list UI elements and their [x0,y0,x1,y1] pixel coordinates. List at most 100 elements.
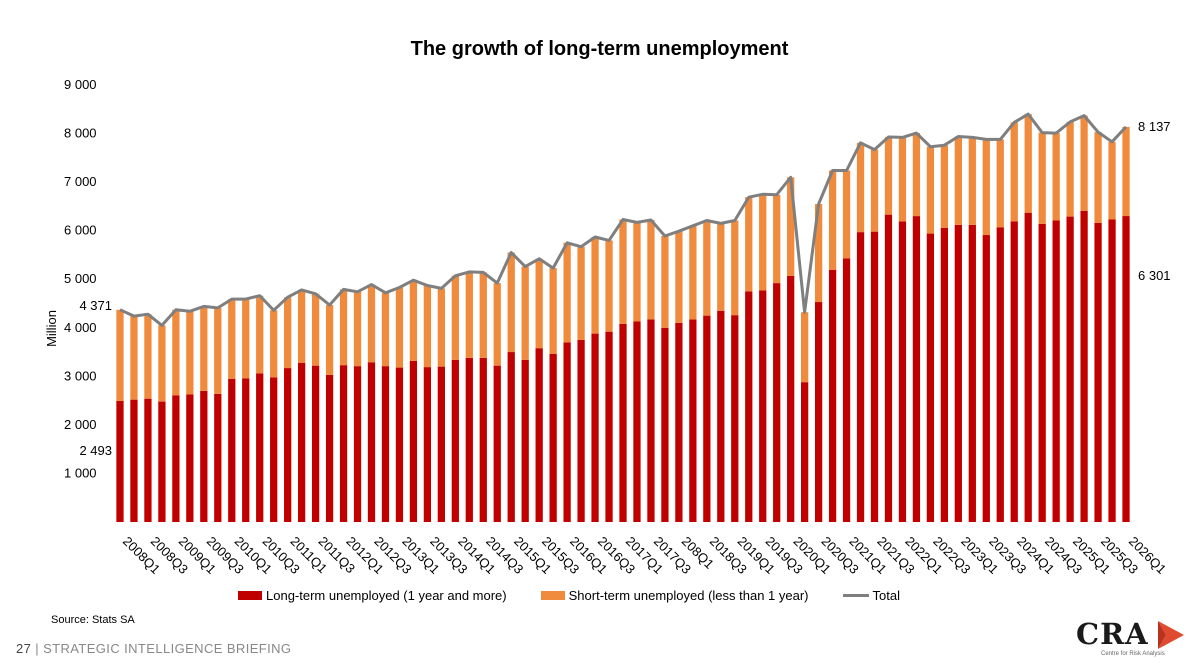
bar-long-term [409,360,418,522]
bar-long-term [465,357,473,522]
bar-long-term [144,398,152,522]
bar-short-term [395,287,404,368]
bar-short-term [787,177,795,276]
bar-short-term [144,314,152,399]
bar-short-term [200,306,208,391]
bar-long-term [325,374,334,522]
bar-long-term [507,352,515,522]
bar-long-term [814,302,823,522]
bar-long-term [773,283,781,522]
bar-short-term [130,316,138,400]
y-tick-label: 1 000 [64,465,97,480]
bar-short-term [325,304,334,375]
legend-item-total: Total [842,588,900,603]
bar-short-term [367,284,376,363]
bar-long-term [745,291,753,522]
bar-short-term [1080,115,1088,211]
bar-long-term [116,400,124,522]
bar-short-term [242,299,250,379]
y-tick-label: 3 000 [64,368,97,383]
bar-short-term [214,307,222,394]
bar-short-term [451,275,459,360]
bar-long-term [311,365,320,522]
bar-long-term [535,348,543,522]
bar-long-term [1108,219,1116,522]
bar-long-term [703,315,711,522]
footer-text: STRATEGIC INTELLIGENCE BRIEFING [43,641,292,656]
legend-swatch-long-term [238,591,262,600]
bar-long-term [381,366,390,522]
bar-long-term [367,362,376,522]
bar-short-term [814,203,823,303]
bar-short-term [423,285,432,368]
bar-short-term [717,223,725,311]
bar-short-term [535,258,543,349]
bar-short-term [940,145,949,228]
bar-long-term [717,310,725,522]
legend-label-long-term: Long-term unemployed (1 year and more) [266,588,507,603]
bar-long-term [172,395,180,522]
bar-short-term [703,220,711,316]
bar-long-term [968,224,976,522]
bar-long-term [395,367,404,522]
source-note: Source: Stats SA [51,614,135,626]
bar-long-term [898,221,907,523]
bar-long-term [1066,216,1074,522]
bar-short-term [731,220,739,316]
bar-short-term [647,219,655,320]
bar-short-term [158,325,166,402]
bar-short-term [381,292,390,367]
bar-long-term [675,322,683,522]
bar-short-term [870,149,879,232]
bar-long-term [423,367,432,522]
bar-long-term [270,377,278,522]
bar-long-term [242,378,250,522]
bar-short-term [759,194,767,291]
bar-short-term [577,246,585,340]
bar-long-term [200,390,208,522]
y-tick-label: 5 000 [64,271,97,286]
page-number: 27 [16,641,32,656]
bar-long-term [982,235,990,522]
bar-short-term [116,309,124,401]
data-label: 4 371 [79,298,112,313]
bar-short-term [1010,122,1018,222]
bar-short-term [675,231,683,323]
bar-short-term [605,240,613,332]
bar-short-term [1066,121,1074,217]
bar-short-term [661,236,669,328]
bar-long-term [759,290,767,522]
bar-long-term [130,399,138,522]
legend-item-short-term: Short-term unemployed (less than 1 year) [540,588,809,603]
bar-short-term [996,139,1004,228]
bar-long-term [228,378,236,522]
bar-long-term [549,353,557,522]
bar-long-term [856,232,865,522]
bar-short-term [856,142,865,233]
bar-short-term [591,236,599,334]
bar-short-term [256,295,264,374]
bar-short-term [1094,132,1102,223]
total-line [119,112,1128,327]
bar-long-term [451,359,459,522]
bar-long-term [214,393,222,522]
bar-long-term [787,275,795,522]
bar-short-term [479,272,487,358]
bar-short-term [186,311,194,395]
bar-long-term [563,342,571,522]
bar-long-term [256,373,264,522]
bar-short-term [311,293,320,366]
legend-swatch-total [842,594,869,597]
bar-long-term [591,333,599,522]
logo-subtitle: Centre for Risk Analysis [1101,651,1165,657]
legend-item-long-term: Long-term unemployed (1 year and more) [238,588,507,603]
bar-short-term [968,137,976,225]
bar-short-term [465,271,473,358]
bar-short-term [801,312,809,383]
bar-short-term [353,291,362,367]
bar-short-term [884,136,893,215]
bar-long-term [437,366,445,522]
bar-long-term [647,319,655,522]
bar-long-term [842,258,851,522]
bar-long-term [954,224,962,522]
